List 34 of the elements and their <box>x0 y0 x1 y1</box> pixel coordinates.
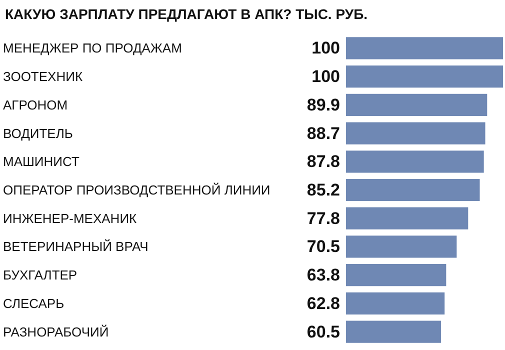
bar <box>346 236 457 258</box>
bar <box>346 94 488 116</box>
y-tick-label: БУХГАЛТЕР <box>3 268 78 283</box>
data-label: 63.8 <box>306 266 340 285</box>
bar <box>346 207 468 230</box>
y-tick-label: РАЗНОРАБОЧИЙ <box>3 324 109 340</box>
data-label: 100 <box>312 67 340 86</box>
data-label: 88.7 <box>306 124 340 143</box>
data-label: 100 <box>312 38 340 58</box>
bar <box>346 292 445 315</box>
text: КАКУЮ ЗАРПЛАТУ ПРЕДЛАГАЮТ В АПК? ТЫС. РУБ. <box>5 6 368 22</box>
y-tick-label: ОПЕРАТОР ПРОИЗВОДСТВЕННОЙ ЛИНИИ <box>3 182 270 198</box>
bar <box>346 122 486 144</box>
data-label: 87.8 <box>306 152 340 172</box>
bar <box>346 264 446 286</box>
data-label: 85.2 <box>306 180 340 200</box>
bar <box>346 320 441 343</box>
y-tick-label: МЕНЕДЖЕР ПО ПРОДАЖАМ <box>3 40 182 56</box>
y-tick-label: ВЕТЕРИНАРНЫЙ ВРАЧ <box>3 239 148 254</box>
data-label: 89.9 <box>306 95 340 114</box>
bar <box>346 65 503 88</box>
data-label: 70.5 <box>306 237 340 256</box>
data-label: 77.8 <box>306 208 340 228</box>
bar <box>346 150 484 173</box>
bar <box>346 37 503 60</box>
y-tick-label: АГРОНОМ <box>3 97 68 112</box>
data-label: 60.5 <box>306 322 340 342</box>
bar <box>346 178 480 202</box>
y-tick-label: МАШИНИСТ <box>3 154 80 170</box>
y-tick-label: ВОДИТЕЛЬ <box>3 126 73 141</box>
data-label: 62.8 <box>306 294 340 313</box>
y-tick-label: СЛЕСАРЬ <box>3 296 64 311</box>
y-tick-label: ЗООТЕХНИК <box>3 69 83 84</box>
y-tick-label: ИНЖЕНЕР-МЕХАНИК <box>3 210 138 226</box>
